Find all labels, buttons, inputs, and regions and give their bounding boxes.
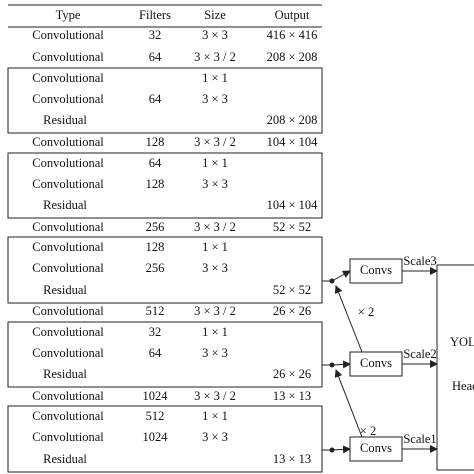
cell: 1024 [143,430,169,444]
cell: Convolutional [32,220,104,234]
cell: Residual [43,452,87,466]
cell: Convolutional [32,156,104,170]
cell: 3 × 3 [202,261,228,275]
cell: 32 [149,28,162,42]
cell: 1 × 1 [202,409,228,423]
cell: 256 [146,220,165,234]
head-label: Head [452,379,474,393]
head-box [436,264,474,471]
cell: 64 [149,50,162,64]
connector [331,445,351,454]
column-header: Filters [139,8,171,22]
cell: 3 × 3 / 2 [194,304,236,318]
cell: Residual [43,198,87,212]
cell: Convolutional [32,71,104,85]
cell: 3 × 3 [202,346,228,360]
cell: 512 [146,409,165,423]
connector [331,360,351,369]
upsample-label: × 2 [358,305,374,319]
cell: 26 × 26 [273,367,311,381]
residual-block [7,405,323,473]
cell: 208 × 208 [267,113,318,127]
cell: 52 × 52 [273,220,311,234]
cell: 1024 [143,389,169,403]
cell: 26 × 26 [273,304,311,318]
cell: 416 × 416 [267,28,318,42]
cell: 1 × 1 [202,156,228,170]
residual-block [7,67,323,134]
cell: Convolutional [32,177,104,191]
cell: Convolutional [32,28,104,42]
scale-label: Scale3 [403,254,436,268]
cell: Convolutional [32,325,104,339]
cell: Convolutional [32,389,104,403]
cell: 3 × 3 / 2 [194,50,236,64]
cell: 1 × 1 [202,240,228,254]
convs-label: Convs [360,356,392,370]
cell: 104 × 104 [267,135,319,149]
convs-label: Convs [360,263,392,277]
cell: Convolutional [32,261,104,275]
cell: 3 × 3 [202,28,228,42]
column-header: Output [275,8,310,22]
cell: 3 × 3 / 2 [194,389,236,403]
cell: 128 [146,135,165,149]
cell: 128 [146,177,165,191]
residual-block [7,321,323,388]
residual-block [7,236,323,304]
cell: Convolutional [32,92,104,106]
upsample-label: × 2 [360,424,376,438]
cell: 52 × 52 [273,283,311,297]
cell: 104 × 104 [267,198,319,212]
cell: 128 [146,240,165,254]
cell: 13 × 13 [273,389,311,403]
upsample-arrow [334,285,363,353]
residual-block [7,152,323,219]
cell: Convolutional [32,430,104,444]
cell: 64 [149,346,162,360]
cell: Residual [43,113,87,127]
cell: 1 × 1 [202,325,228,339]
column-header: Size [204,8,226,22]
column-header: Type [56,8,81,22]
head-label: YOLO [450,335,474,349]
cell: 3 × 3 [202,430,228,444]
cell: 3 × 3 [202,177,228,191]
cell: 32 [149,325,162,339]
cell: 3 × 3 [202,92,228,106]
cell: Convolutional [32,304,104,318]
cell: 13 × 13 [273,452,311,466]
cell: Convolutional [32,346,104,360]
cell: Convolutional [32,50,104,64]
junction-dot [329,278,335,284]
cell: Convolutional [32,240,104,254]
upsample-arrow [334,369,363,438]
junction-dot [329,447,335,453]
cell: 3 × 3 / 2 [194,135,236,149]
cell: 3 × 3 / 2 [194,220,236,234]
cell: Convolutional [32,135,104,149]
cell: 208 × 208 [267,50,318,64]
scale-label: Scale2 [403,347,436,361]
cell: Residual [43,367,87,381]
cell: Convolutional [32,409,104,423]
cell: 256 [146,261,165,275]
scale-label: Scale1 [403,432,436,446]
cell: 1 × 1 [202,71,228,85]
connector [331,270,351,282]
cell: 512 [146,304,165,318]
cell: Residual [43,283,87,297]
junction-dot [329,362,335,368]
convs-label: Convs [360,441,392,455]
cell: 64 [149,92,162,106]
cell: 64 [149,156,162,170]
